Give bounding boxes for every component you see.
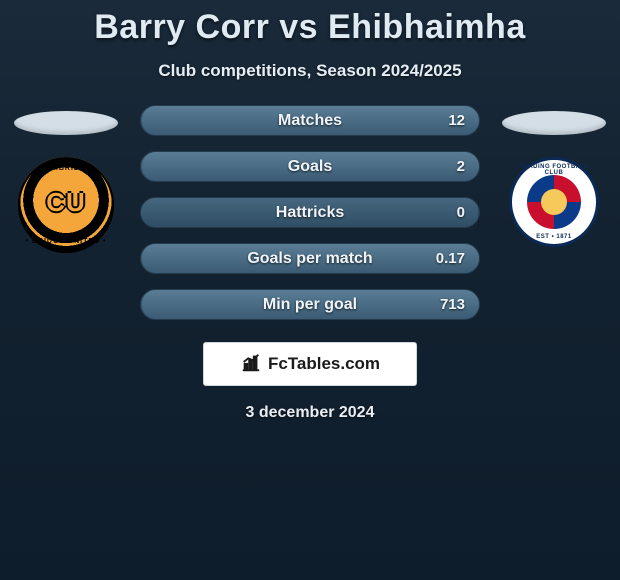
player-silhouette-left — [14, 111, 118, 135]
page-title: Barry Corr vs Ehibhaimha — [0, 0, 620, 47]
stat-value: 713 — [440, 296, 465, 313]
stats-bars: Matches 12 Goals 2 Hattricks 0 Goals per… — [140, 105, 480, 320]
crest-text-top: CAMBRIDGE — [18, 165, 114, 172]
stat-label: Min per goal — [263, 296, 357, 314]
stat-row: Goals 2 — [140, 151, 480, 182]
stat-value: 2 — [457, 158, 465, 175]
stat-row: Min per goal 713 — [140, 289, 480, 320]
stat-value: 0 — [457, 204, 465, 221]
brand-text: FcTables.com — [268, 354, 380, 374]
crest-text-bottom: EST • 1871 — [512, 234, 596, 240]
stat-row: Goals per match 0.17 — [140, 243, 480, 274]
right-team-crest: READING FOOTBALL CLUB EST • 1871 — [509, 157, 599, 247]
date-text: 3 december 2024 — [0, 404, 620, 422]
stat-fill — [478, 198, 479, 227]
crest-inner-icon — [527, 175, 581, 229]
crest-text-bottom: • BRIDGE UNITED • — [18, 238, 114, 245]
comparison-content: CAMBRIDGE CU • BRIDGE UNITED • READING F… — [0, 105, 620, 422]
stat-label: Hattricks — [276, 204, 344, 222]
bar-chart-icon — [240, 351, 262, 378]
stat-value: 12 — [448, 112, 465, 129]
stat-label: Goals — [288, 158, 332, 176]
stat-row: Matches 12 — [140, 105, 480, 136]
stat-label: Matches — [278, 112, 342, 130]
brand-link[interactable]: FcTables.com — [203, 342, 417, 386]
stat-label: Goals per match — [247, 250, 372, 268]
stat-row: Hattricks 0 — [140, 197, 480, 228]
page-subtitle: Club competitions, Season 2024/2025 — [0, 61, 620, 81]
stat-value: 0.17 — [436, 250, 465, 267]
left-team-column: CAMBRIDGE CU • BRIDGE UNITED • — [6, 105, 126, 253]
crest-text-main: CU — [46, 187, 86, 218]
left-team-crest: CAMBRIDGE CU • BRIDGE UNITED • — [18, 157, 114, 253]
right-team-column: READING FOOTBALL CLUB EST • 1871 — [494, 105, 614, 247]
player-silhouette-right — [502, 111, 606, 135]
